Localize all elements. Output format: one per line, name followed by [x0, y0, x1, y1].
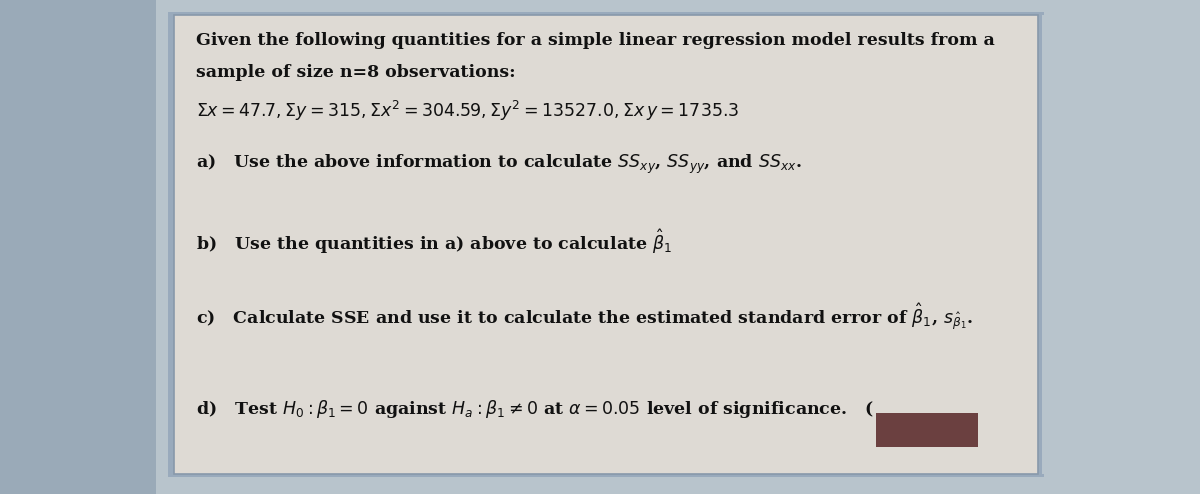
FancyBboxPatch shape: [0, 0, 156, 494]
Text: $\Sigma x = 47.7,\Sigma y = 315,\Sigma x^2 = 304.59,\Sigma y^2 = 13527.0,\Sigma : $\Sigma x = 47.7,\Sigma y = 315,\Sigma x…: [196, 99, 739, 123]
FancyBboxPatch shape: [174, 15, 1038, 474]
FancyBboxPatch shape: [1042, 15, 1198, 474]
Text: Given the following quantities for a simple linear regression model results from: Given the following quantities for a sim…: [196, 32, 995, 49]
FancyBboxPatch shape: [168, 12, 1044, 477]
Text: b)   Use the quantities in a) above to calculate $\hat{\beta}_1$: b) Use the quantities in a) above to cal…: [196, 227, 672, 256]
FancyBboxPatch shape: [876, 413, 978, 447]
Text: d)   Test $H_0: \beta_1 = 0$ against $H_a: \beta_1 \neq 0$ at $\alpha = 0.05$ le: d) Test $H_0: \beta_1 = 0$ against $H_a:…: [196, 398, 874, 420]
Text: sample of size n=8 observations:: sample of size n=8 observations:: [196, 64, 515, 81]
Text: c)   Calculate SSE and use it to calculate the estimated standard error of $\hat: c) Calculate SSE and use it to calculate…: [196, 301, 973, 332]
Text: a)   Use the above information to calculate $SS_{xy}$, $SS_{yy}$, and $SS_{xx}$.: a) Use the above information to calculat…: [196, 153, 802, 176]
